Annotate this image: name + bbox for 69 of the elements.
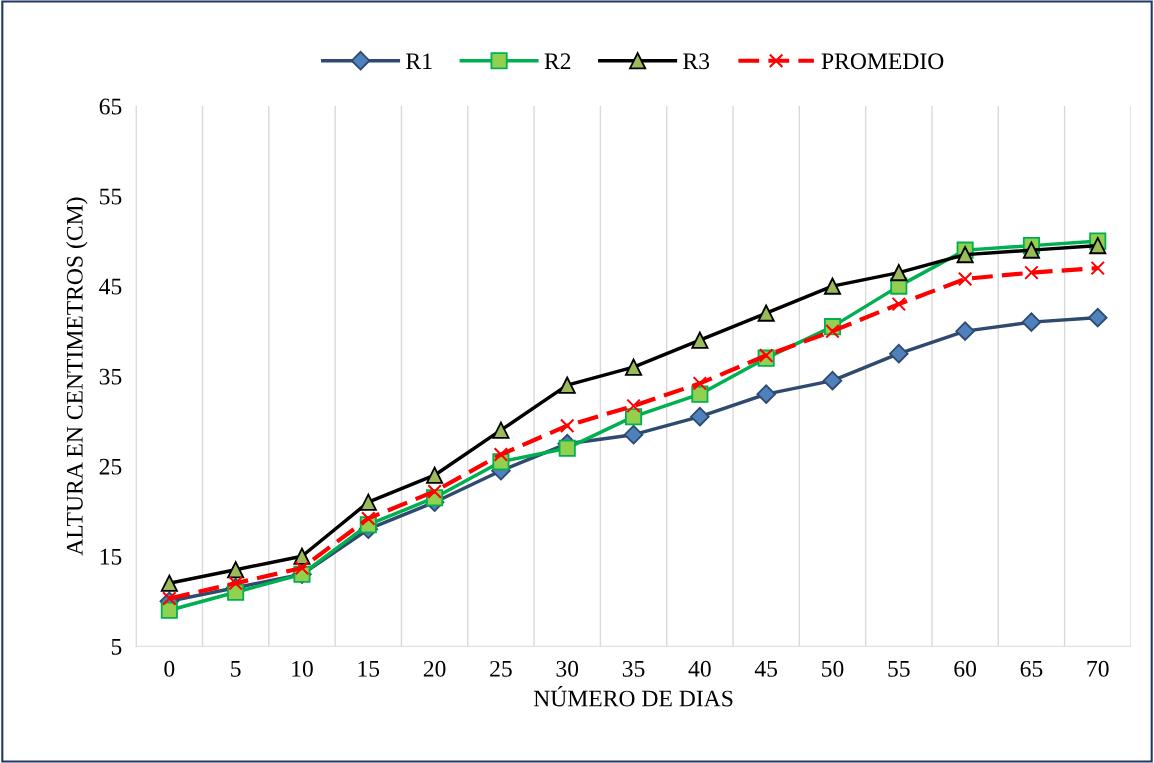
point <box>160 601 178 619</box>
y-tick-label: 15 <box>100 548 122 565</box>
y-tick-label: 45 <box>99 278 122 295</box>
point <box>891 296 907 312</box>
x-tick-label: 60 <box>954 660 977 677</box>
point <box>227 561 245 579</box>
x-tick-label: 50 <box>822 660 844 677</box>
point <box>228 575 243 591</box>
y-tick-label: 25 <box>99 458 122 475</box>
point <box>625 408 643 426</box>
x-tick-label: 40 <box>688 660 711 677</box>
y-tick-label: 65 <box>99 98 122 115</box>
x-axis-title: NÚMERO DE DIAS <box>533 686 733 707</box>
point <box>427 484 442 499</box>
x-tick-label: 70 <box>1087 660 1109 677</box>
legend-label: PROMEDIO <box>821 53 944 70</box>
legend-label: R1 <box>406 53 432 69</box>
point <box>1021 312 1042 332</box>
legend-label: R2 <box>544 53 571 69</box>
point <box>890 264 908 282</box>
point <box>492 421 510 439</box>
point <box>690 406 710 427</box>
point <box>162 591 177 606</box>
x-tick-label: 35 <box>622 660 645 677</box>
point <box>756 384 776 404</box>
point <box>825 323 840 339</box>
x-tick-label: 0 <box>164 660 175 677</box>
legend-label: R3 <box>683 53 710 70</box>
point <box>558 439 576 457</box>
point <box>426 466 444 484</box>
point <box>625 358 643 376</box>
x-tick-label: 65 <box>1020 660 1043 677</box>
point <box>1089 237 1107 255</box>
point <box>691 385 709 403</box>
y-tick-label: 5 <box>111 638 122 655</box>
point <box>160 574 178 592</box>
point <box>1088 307 1108 328</box>
x-tick-label: 20 <box>423 660 446 677</box>
point <box>691 331 709 349</box>
point <box>1022 241 1040 259</box>
point <box>757 304 775 322</box>
point <box>692 376 708 391</box>
x-tick-label: 25 <box>490 660 512 677</box>
point <box>957 271 973 287</box>
point <box>956 246 974 264</box>
point <box>1024 265 1039 280</box>
point <box>558 376 576 394</box>
point <box>360 511 376 526</box>
x-tick-label: 55 <box>888 661 910 677</box>
point <box>493 447 509 462</box>
x-tick-label: 30 <box>556 660 579 677</box>
x-tick-label: 15 <box>358 660 380 677</box>
point <box>626 398 641 414</box>
x-tick-label: 5 <box>231 661 241 677</box>
point <box>822 370 843 391</box>
y-axis-title: ALTURA EN CENTIMETROS (CM) <box>66 197 88 556</box>
point <box>758 348 774 363</box>
point <box>623 424 644 445</box>
y-tick-label: 55 <box>100 188 122 205</box>
point <box>359 493 377 511</box>
x-tick-label: 45 <box>754 660 778 677</box>
point <box>889 343 909 364</box>
point <box>294 560 310 576</box>
point <box>955 321 975 341</box>
y-tick-label: 35 <box>99 368 122 385</box>
point <box>823 277 842 295</box>
point <box>1090 260 1106 276</box>
point <box>559 418 575 433</box>
x-tick-label: 10 <box>292 660 313 677</box>
